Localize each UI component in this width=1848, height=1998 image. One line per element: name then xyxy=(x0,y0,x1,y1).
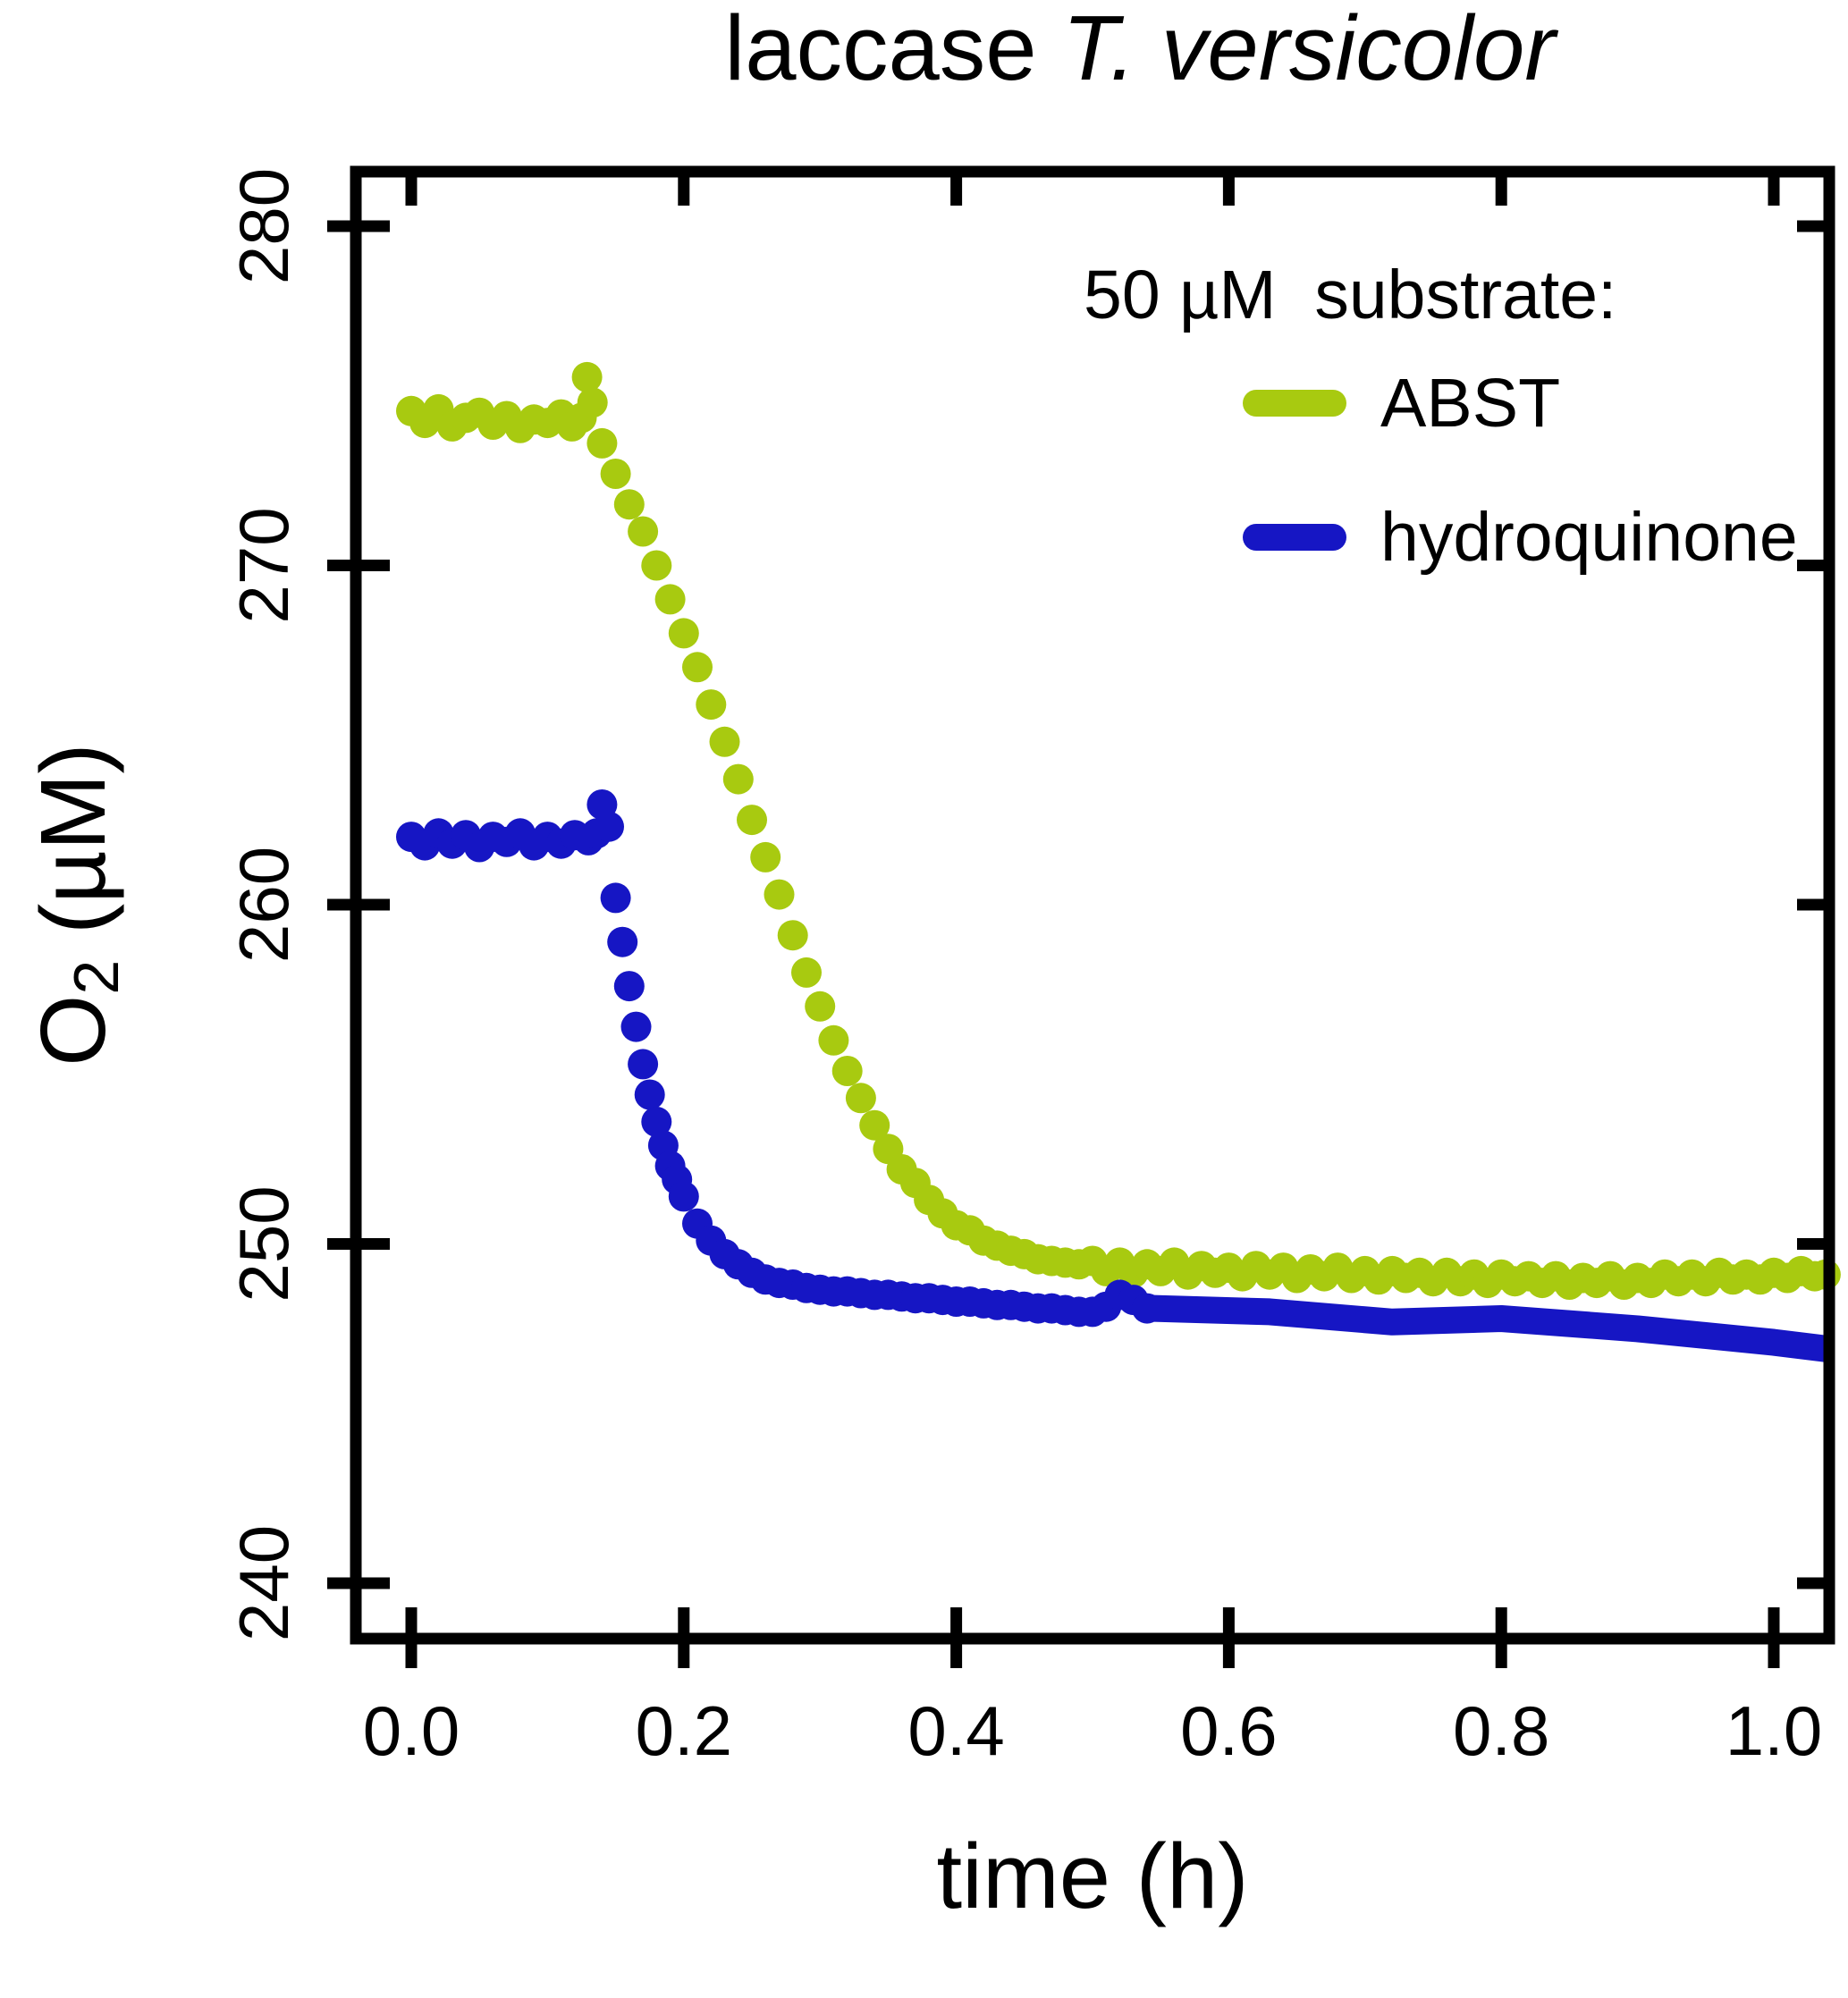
chart-title: laccase T. versicolor xyxy=(425,0,1848,104)
y-tick-label: 240 xyxy=(224,1525,303,1641)
x-tick-label: 0.4 xyxy=(907,1691,1004,1770)
y-axis-label-main: O xyxy=(21,994,124,1066)
legend: 50 µM substrate: ABST hydroquinone xyxy=(1084,254,1798,604)
abst-line-swatch-icon xyxy=(1243,390,1346,417)
plot-frame xyxy=(350,165,1835,1645)
x-tick-label: 1.0 xyxy=(1726,1691,1822,1770)
series-abst xyxy=(396,361,1841,1300)
y-tick-label: 260 xyxy=(224,847,303,963)
x-axis-label: time (h) xyxy=(936,1825,1249,1927)
chart-title-italic: T. versicolor xyxy=(1062,0,1556,99)
chart-title-regular: laccase xyxy=(724,0,1063,99)
y-tick-label: 280 xyxy=(224,168,303,284)
x-tick-labels: 0.0 0.2 0.4 0.6 0.8 1.0 xyxy=(363,1691,1822,1770)
y-tick-label: 270 xyxy=(224,507,303,623)
y-tick-label: 250 xyxy=(224,1185,303,1302)
x-tick-label: 0.8 xyxy=(1453,1691,1549,1770)
legend-label-abst: ABST xyxy=(1380,364,1561,442)
legend-item-hydroquinone: hydroquinone xyxy=(1243,470,1798,604)
y-axis-label-unit: (µM) xyxy=(21,743,124,960)
y-tick-labels: 240 250 260 270 280 xyxy=(224,168,303,1641)
y-axis-label-subscript: 2 xyxy=(62,959,132,995)
hydroquinone-line-swatch-icon xyxy=(1243,524,1346,551)
x-tick-label: 0.0 xyxy=(363,1691,460,1770)
x-tick-label: 0.2 xyxy=(636,1691,732,1770)
legend-title: 50 µM substrate: xyxy=(1084,257,1617,333)
series-line-hydroquinone xyxy=(1140,1294,1830,1362)
series-hydroquinone xyxy=(396,789,1830,1362)
legend-label-hydroquinone: hydroquinone xyxy=(1380,498,1798,576)
legend-item-abst: ABST xyxy=(1243,336,1798,470)
x-tick-label: 0.6 xyxy=(1180,1691,1277,1770)
